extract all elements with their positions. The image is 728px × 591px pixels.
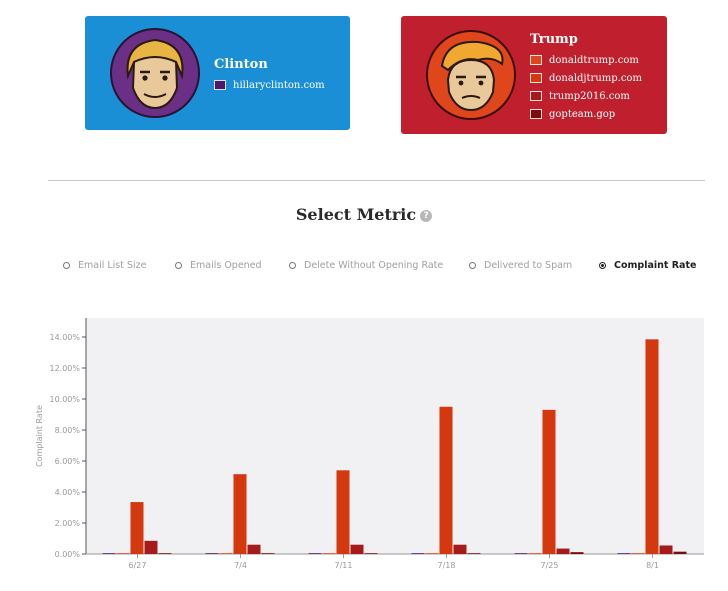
bar[interactable]	[411, 553, 425, 554]
legend-swatch	[214, 80, 226, 90]
legend-label: gopteam.gop	[549, 108, 616, 120]
radio-circle-icon[interactable]	[63, 262, 70, 269]
bar[interactable]	[617, 553, 631, 554]
bar[interactable]	[425, 553, 439, 554]
legend-label: hillaryclinton.com	[233, 79, 325, 91]
bar[interactable]	[144, 540, 158, 554]
trump-name: Trump	[530, 32, 578, 47]
select-metric-title: Select Metric	[295, 205, 417, 224]
bar[interactable]	[364, 553, 378, 554]
bar[interactable]	[467, 553, 481, 554]
x-tick-label: 8/1	[646, 561, 659, 570]
metric-option-emails-opened[interactable]: Emails Opened	[175, 260, 262, 271]
section-divider	[48, 180, 705, 181]
y-tick-label: 4.00%	[55, 488, 81, 497]
clinton-card[interactable]: Clinton hillaryclinton.com	[85, 16, 350, 130]
legend-label: trump2016.com	[549, 90, 630, 102]
y-axis-title: Complaint Rate	[35, 405, 44, 467]
metric-option-email-list-size[interactable]: Email List Size	[63, 260, 147, 271]
metric-option-delete-without-opening[interactable]: Delete Without Opening Rate	[289, 260, 443, 271]
y-tick-label: 12.00%	[49, 364, 80, 373]
question-circle-icon[interactable]: ?	[420, 209, 433, 222]
select-metric-heading: Select Metric?	[0, 205, 728, 224]
legend-swatch	[530, 109, 542, 119]
bar[interactable]	[336, 470, 350, 554]
bar[interactable]	[247, 544, 261, 554]
x-axis-ticks: 6/27 7/4 7/11 7/18 7/25 8/1	[129, 554, 659, 570]
legend-item-hillaryclinton[interactable]: hillaryclinton.com	[214, 77, 325, 93]
clinton-name: Clinton	[214, 57, 268, 72]
x-tick-label: 7/11	[335, 561, 353, 570]
legend-swatch	[530, 73, 542, 83]
y-axis-ticks: 0.00% 2.00% 4.00% 6.00% 8.00% 10.00% 12.00% 14.…	[49, 333, 86, 559]
legend-swatch	[530, 55, 542, 65]
bar[interactable]	[219, 553, 233, 554]
metric-option-delivered-to-spam[interactable]: Delivered to Spam	[469, 260, 572, 271]
bar[interactable]	[205, 553, 219, 554]
legend-label: donaldjtrump.com	[549, 72, 642, 84]
bar[interactable]	[308, 553, 322, 554]
legend-item-donaldtrump[interactable]: donaldtrump.com	[530, 52, 639, 68]
bar[interactable]	[233, 474, 247, 554]
metric-option-label: Email List Size	[78, 260, 147, 271]
metric-radio-group: Email List Size Emails Opened Delete Wit…	[0, 260, 728, 274]
bar[interactable]	[514, 553, 528, 554]
metric-option-label: Emails Opened	[190, 260, 262, 271]
bar[interactable]	[116, 553, 130, 554]
metric-option-complaint-rate[interactable]: Complaint Rate	[599, 260, 696, 271]
bar[interactable]	[453, 544, 467, 554]
bar[interactable]	[322, 553, 336, 554]
metric-option-label: Delivered to Spam	[484, 260, 573, 271]
bar[interactable]	[631, 553, 645, 554]
legend-label: donaldtrump.com	[549, 54, 639, 66]
radio-circle-icon[interactable]	[289, 262, 296, 269]
legend-swatch	[530, 91, 542, 101]
bar-series	[102, 339, 687, 554]
y-tick-label: 2.00%	[55, 519, 81, 528]
legend-item-donaldjtrump[interactable]: donaldjtrump.com	[530, 70, 642, 86]
x-tick-label: 6/27	[129, 561, 147, 570]
legend-item-gopteam[interactable]: gopteam.gop	[530, 106, 615, 122]
trump-avatar-icon	[426, 30, 516, 120]
bar[interactable]	[130, 502, 144, 554]
y-tick-label: 6.00%	[55, 457, 81, 466]
radio-circle-icon[interactable]	[175, 262, 182, 269]
bar[interactable]	[659, 545, 673, 554]
bar[interactable]	[528, 553, 542, 554]
trump-card[interactable]: Trump donaldtrump.com donaldjtrump.com t…	[401, 16, 667, 134]
bar[interactable]	[673, 551, 687, 554]
radio-circle-icon[interactable]	[469, 262, 476, 269]
bar[interactable]	[556, 548, 570, 554]
bar[interactable]	[439, 406, 453, 554]
y-tick-label: 8.00%	[55, 426, 81, 435]
y-tick-label: 10.00%	[49, 395, 80, 404]
bar[interactable]	[102, 553, 116, 554]
complaint-rate-chart: Complaint Rate 0.00% 2.00% 4.00% 6.00% 8.00%…	[35, 318, 704, 570]
bar[interactable]	[158, 553, 172, 554]
metric-option-label: Delete Without Opening Rate	[304, 260, 444, 271]
legend-item-trump2016[interactable]: trump2016.com	[530, 88, 630, 104]
metric-option-label: Complaint Rate	[614, 260, 697, 271]
clinton-avatar-icon	[110, 28, 200, 118]
y-tick-label: 14.00%	[49, 333, 80, 342]
x-tick-label: 7/25	[541, 561, 559, 570]
bar[interactable]	[261, 553, 275, 554]
x-tick-label: 7/18	[438, 561, 456, 570]
radio-selected-icon[interactable]	[599, 262, 606, 269]
y-tick-label: 0.00%	[55, 550, 81, 559]
x-tick-label: 7/4	[234, 561, 247, 570]
bar[interactable]	[542, 409, 556, 554]
bar[interactable]	[350, 544, 364, 554]
plot-background	[86, 318, 704, 554]
bar[interactable]	[645, 339, 659, 554]
bar[interactable]	[570, 552, 584, 554]
